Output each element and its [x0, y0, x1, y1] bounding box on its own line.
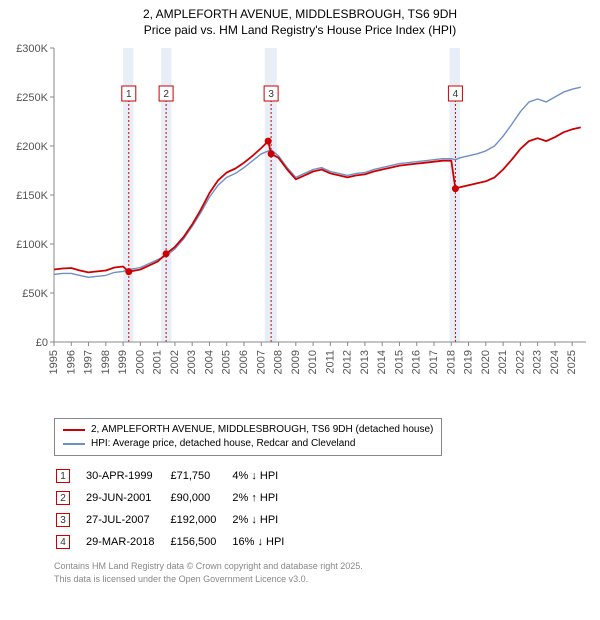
svg-text:2020: 2020	[480, 350, 492, 374]
svg-text:2004: 2004	[203, 350, 215, 374]
svg-text:1998: 1998	[100, 350, 112, 374]
marker-row: 1 30-APR-1999£71,7504% ↓ HPI	[56, 466, 298, 486]
title-line-1: 2, AMPLEFORTH AVENUE, MIDDLESBROUGH, TS6…	[10, 6, 590, 22]
marker-pct: 4% ↓ HPI	[232, 466, 298, 486]
legend-label-hpi: HPI: Average price, detached house, Redc…	[91, 437, 355, 451]
svg-text:1: 1	[126, 89, 132, 100]
marker-price: £192,000	[170, 510, 230, 530]
marker-pct: 16% ↓ HPI	[232, 532, 298, 552]
svg-text:2015: 2015	[393, 350, 405, 374]
svg-text:£300K: £300K	[16, 43, 48, 55]
svg-text:£100K: £100K	[16, 239, 48, 251]
svg-text:2013: 2013	[359, 350, 371, 374]
svg-text:2009: 2009	[290, 350, 302, 374]
marker-number-box: 2	[56, 491, 70, 505]
svg-text:£50K: £50K	[22, 288, 48, 300]
svg-text:1997: 1997	[83, 350, 95, 374]
svg-text:2021: 2021	[497, 350, 509, 374]
svg-text:2019: 2019	[463, 350, 475, 374]
svg-text:4: 4	[453, 89, 459, 100]
svg-text:2016: 2016	[411, 350, 423, 374]
svg-text:£200K: £200K	[16, 141, 48, 153]
svg-text:2014: 2014	[376, 350, 388, 374]
chart-title: 2, AMPLEFORTH AVENUE, MIDDLESBROUGH, TS6…	[10, 6, 590, 38]
title-line-2: Price paid vs. HM Land Registry's House …	[10, 22, 590, 38]
svg-text:2022: 2022	[514, 350, 526, 374]
marker-number-box: 1	[56, 469, 70, 483]
svg-text:2002: 2002	[169, 350, 181, 374]
svg-text:2025: 2025	[566, 350, 578, 374]
marker-number-box: 4	[56, 535, 70, 549]
marker-price: £156,500	[170, 532, 230, 552]
chart-container: 2, AMPLEFORTH AVENUE, MIDDLESBROUGH, TS6…	[0, 0, 600, 593]
legend-row-hpi: HPI: Average price, detached house, Redc…	[63, 437, 433, 451]
arrow-icon: ↓	[251, 470, 257, 482]
svg-text:2017: 2017	[428, 350, 440, 374]
svg-text:2007: 2007	[255, 350, 267, 374]
svg-text:2008: 2008	[273, 350, 285, 374]
legend-label-property: 2, AMPLEFORTH AVENUE, MIDDLESBROUGH, TS6…	[91, 423, 433, 437]
svg-text:2023: 2023	[532, 350, 544, 374]
svg-text:3: 3	[268, 89, 274, 100]
svg-text:£0: £0	[36, 337, 48, 349]
marker-date: 29-MAR-2018	[86, 532, 168, 552]
svg-text:2024: 2024	[549, 350, 561, 374]
svg-text:1995: 1995	[48, 350, 60, 374]
legend-swatch-property	[63, 429, 85, 431]
svg-text:2012: 2012	[342, 350, 354, 374]
legend-swatch-hpi	[63, 443, 85, 445]
footer-line-1: Contains HM Land Registry data © Crown c…	[54, 560, 590, 572]
arrow-icon: ↓	[251, 514, 257, 526]
chart-plot: 1 2 3 4 £0 £50K £100K £150K £200K £250K £300K 1995 1…	[10, 42, 590, 412]
svg-text:2: 2	[163, 89, 169, 100]
marker-row: 2 29-JUN-2001£90,0002% ↑ HPI	[56, 488, 298, 508]
marker-number-box: 3	[56, 513, 70, 527]
marker-table: 130-APR-1999£71,7504% ↓ HPI229-JUN-2001£…	[54, 464, 300, 554]
chart-svg: 1 2 3 4 £0 £50K £100K £150K £200K £250K £300K 1995 1…	[10, 42, 590, 412]
svg-text:2001: 2001	[152, 350, 164, 374]
svg-text:2006: 2006	[238, 350, 250, 374]
svg-text:1999: 1999	[117, 350, 129, 374]
marker-date: 27-JUL-2007	[86, 510, 168, 530]
marker-row: 3 27-JUL-2007£192,0002% ↓ HPI	[56, 510, 298, 530]
svg-text:2000: 2000	[134, 350, 146, 374]
marker-pct: 2% ↑ HPI	[232, 488, 298, 508]
arrow-icon: ↓	[257, 536, 263, 548]
attribution-footer: Contains HM Land Registry data © Crown c…	[54, 560, 590, 584]
svg-text:1996: 1996	[65, 350, 77, 374]
marker-date: 29-JUN-2001	[86, 488, 168, 508]
marker-row: 4 29-MAR-2018£156,50016% ↓ HPI	[56, 532, 298, 552]
svg-text:2011: 2011	[324, 350, 336, 374]
marker-date: 30-APR-1999	[86, 466, 168, 486]
arrow-icon: ↑	[251, 492, 257, 504]
svg-text:£250K: £250K	[16, 92, 48, 104]
svg-text:2003: 2003	[186, 350, 198, 374]
legend-row-property: 2, AMPLEFORTH AVENUE, MIDDLESBROUGH, TS6…	[63, 423, 433, 437]
svg-text:2005: 2005	[221, 350, 233, 374]
marker-price: £90,000	[170, 488, 230, 508]
svg-text:2018: 2018	[445, 350, 457, 374]
legend: 2, AMPLEFORTH AVENUE, MIDDLESBROUGH, TS6…	[54, 418, 442, 456]
footer-line-2: This data is licensed under the Open Gov…	[54, 573, 590, 585]
svg-text:£150K: £150K	[16, 190, 48, 202]
marker-price: £71,750	[170, 466, 230, 486]
svg-text:2010: 2010	[307, 350, 319, 374]
marker-pct: 2% ↓ HPI	[232, 510, 298, 530]
